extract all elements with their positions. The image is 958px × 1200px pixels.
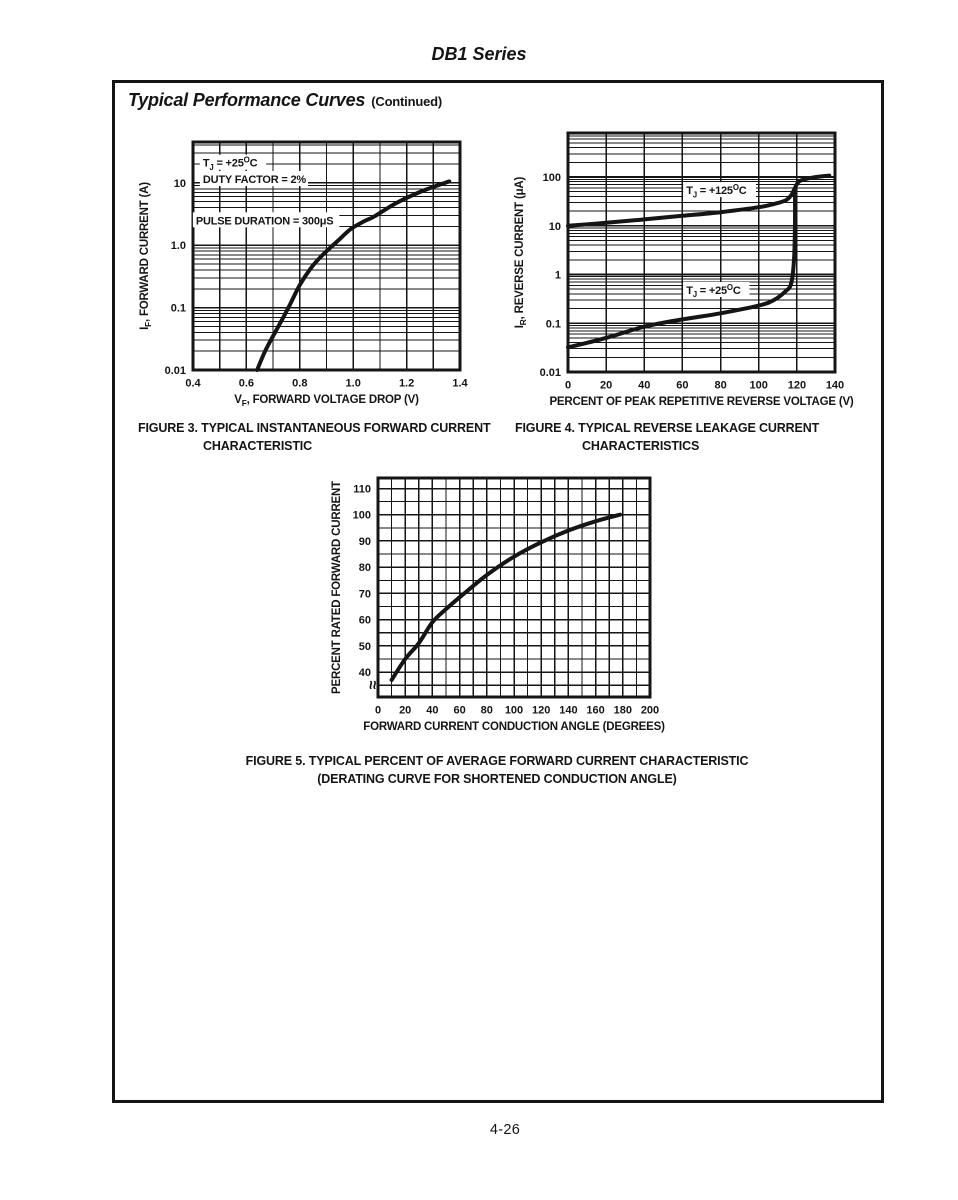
x-tick-label: 1.4 [452, 378, 468, 390]
x-tick-label: 120 [788, 380, 806, 392]
y-tick-label: 50 [359, 641, 371, 653]
x-tick-label: 100 [505, 705, 523, 717]
series-derating-curve [389, 512, 623, 682]
figure3-caption-line1: FIGURE 3. TYPICAL INSTANTANEOUS FORWARD … [138, 421, 491, 435]
y-tick-label: 1 [555, 270, 561, 282]
y-tick-label: 70 [359, 588, 371, 600]
figure5-caption: FIGURE 5. TYPICAL PERCENT OF AVERAGE FOR… [190, 753, 804, 788]
y-tick-label: 0.01 [165, 365, 186, 377]
plot-border [376, 476, 652, 699]
x-tick-label: 80 [714, 380, 726, 392]
x-axis-title: VF, FORWARD VOLTAGE DROP (V) [234, 394, 419, 408]
annotation: TJ = +25OC [686, 283, 741, 299]
figure3-caption-line2: CHARACTERISTIC [203, 438, 313, 453]
x-tick-label: 0.4 [185, 378, 201, 390]
annotation-mask [192, 212, 340, 228]
x-tick-label: 0.8 [292, 378, 307, 390]
annotation: TJ = +25OC [203, 156, 258, 172]
x-tick-label: 60 [453, 705, 465, 717]
figure5-caption-line1: FIGURE 5. TYPICAL PERCENT OF AVERAGE FOR… [245, 754, 749, 768]
y-tick-label: 10 [549, 221, 561, 233]
plot-border [191, 140, 462, 372]
figure5-caption-line2: (DERATING CURVE FOR SHORTENED CONDUCTION… [317, 771, 677, 786]
figure4-caption-line2: CHARACTERISTICS [582, 438, 700, 453]
x-tick-label: 60 [676, 380, 688, 392]
x-axis-title: FORWARD CURRENT CONDUCTION ANGLE (DEGREE… [363, 721, 665, 733]
x-axis-title: PERCENT OF PEAK REPETITIVE REVERSE VOLTA… [549, 396, 853, 408]
y-tick-label: 80 [359, 562, 371, 574]
x-tick-label: 1.0 [346, 378, 361, 390]
figure3-plot: 0.4 0.6 0.8 1.0 1.2 1.4 10 1.0 0.1 0.01 VF, FORWAR… [139, 140, 469, 408]
x-tick-label: 20 [399, 705, 411, 717]
y-tick-label: 10 [174, 178, 186, 190]
x-tick-label: 160 [586, 705, 604, 717]
x-tick-label: 1.2 [399, 378, 414, 390]
x-tick-label: 100 [750, 380, 768, 392]
y-tick-label: 100 [353, 510, 371, 522]
y-tick-label: 0.1 [546, 318, 561, 330]
y-tick-label: 100 [543, 172, 561, 184]
annotation-mask [683, 282, 750, 297]
y-tick-label: 0.01 [540, 367, 561, 379]
x-tick-label: 200 [641, 705, 659, 717]
axis-tick-labels: 0 20 40 60 80 100 120 140 100 10 1 0.1 0.01 [540, 172, 845, 392]
y-tick-label: 60 [359, 615, 371, 627]
y-tick-label: 110 [353, 484, 371, 496]
figure4-caption-line1: FIGURE 4. TYPICAL REVERSE LEAKAGE CURREN… [515, 421, 820, 435]
x-tick-label: 20 [600, 380, 612, 392]
series-forward-current-25c [255, 179, 452, 372]
x-tick-label: 0.6 [239, 378, 254, 390]
page-header-title: DB1 Series [431, 44, 527, 64]
section-heading-suffix: (Continued) [371, 94, 442, 109]
x-tick-label: 40 [426, 705, 438, 717]
axis-tick-labels: 0 20 40 60 80 100 120 140 160 180 200 110 100 90 80 70 6… [353, 484, 660, 717]
x-tick-label: 120 [532, 705, 550, 717]
annotation-mask [683, 182, 756, 198]
y-axis-title: IF, FORWARD CURRENT (A) [139, 182, 153, 330]
x-tick-label: 140 [826, 380, 844, 392]
content-box: Typical Performance Curves (Continued) [112, 80, 884, 1103]
plot-border [566, 131, 837, 374]
series-reverse-current-tj-125c [566, 173, 832, 228]
figure3-caption: FIGURE 3. TYPICAL INSTANTANEOUS FORWARD … [138, 420, 491, 455]
axis-break-symbol: ≈ [365, 680, 382, 689]
y-tick-label: 1.0 [171, 240, 186, 252]
y-axis-title: IR, REVERSE CURRENT (μA) [514, 176, 528, 328]
figure5-plot: 0 20 40 60 80 100 120 140 160 180 200 110 100 90 80 70 6… [331, 476, 665, 733]
page-number: 4-26 [489, 1122, 521, 1138]
x-tick-label: 0 [565, 380, 571, 392]
annotation-mask [199, 171, 308, 186]
grid [377, 478, 651, 697]
series-reverse-current-tj-25c [566, 187, 798, 350]
x-tick-label: 180 [614, 705, 632, 717]
y-tick-label: 40 [359, 667, 371, 679]
annotation: TJ = +125OC [686, 183, 747, 199]
x-tick-label: 80 [481, 705, 493, 717]
section-heading: Typical Performance Curves (Continued) [128, 90, 442, 111]
x-tick-label: 140 [559, 705, 577, 717]
annotation: DUTY FACTOR = 2% [203, 174, 306, 186]
y-tick-label: 0.1 [171, 303, 186, 315]
x-tick-label: 40 [638, 380, 650, 392]
figure4-caption: FIGURE 4. TYPICAL REVERSE LEAKAGE CURREN… [515, 420, 819, 455]
y-tick-label: 90 [359, 536, 371, 548]
annotation-mask [199, 154, 267, 170]
figure4-plot: 0 20 40 60 80 100 120 140 100 10 1 0.1 0.01 PERCENT O… [514, 131, 854, 408]
section-heading-main: Typical Performance Curves [128, 90, 366, 110]
x-tick-label: 0 [375, 705, 381, 717]
axis-tick-labels: 0.4 0.6 0.8 1.0 1.2 1.4 10 1.0 0.1 0.01 [165, 178, 469, 390]
y-axis-title: PERCENT RATED FORWARD CURRENT [331, 481, 343, 694]
annotation: PULSE DURATION = 300μS [196, 215, 334, 227]
